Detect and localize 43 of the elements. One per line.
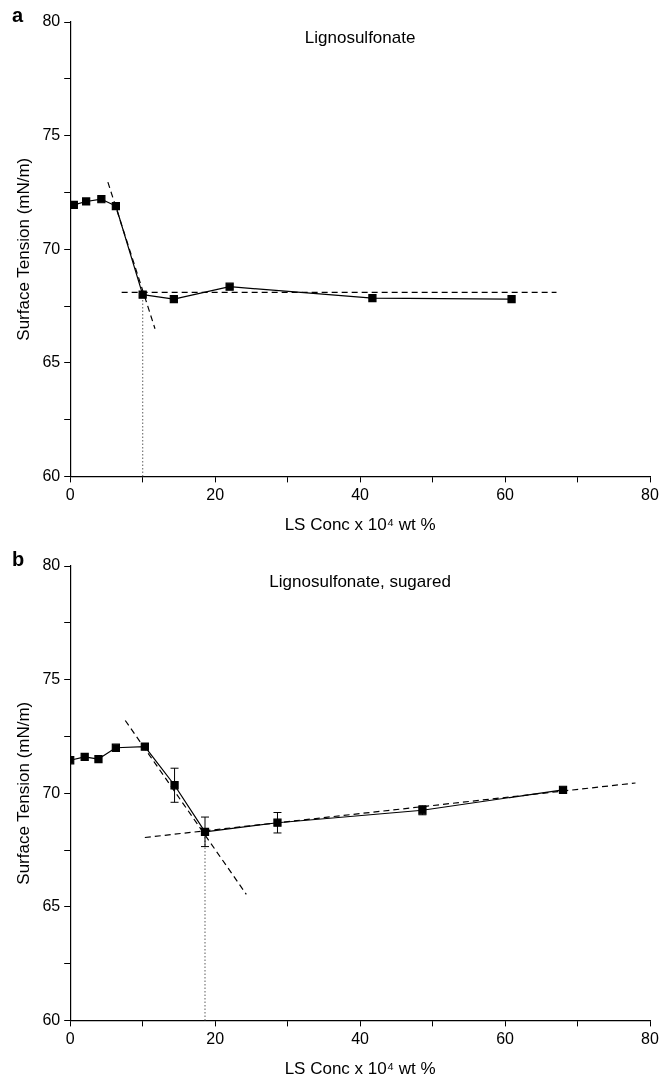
y-tick-label: 80 <box>42 556 61 574</box>
text: b <box>12 547 25 570</box>
x-tick-label: 80 <box>641 486 659 504</box>
x-tick-label: 0 <box>65 1030 75 1048</box>
point <box>273 818 282 827</box>
x-tick-label: 40 <box>351 1030 370 1048</box>
y-axis-title: Surface Tension (mN/m) <box>13 701 33 885</box>
x-tick-label: 0 <box>65 486 75 504</box>
chart-title: Lignosulfonate <box>304 28 416 48</box>
x-axis-title: LS Conc x 10⁴ wt % <box>284 515 436 535</box>
x-tick-label: 60 <box>496 1030 515 1048</box>
y-tick-label: 65 <box>42 353 61 371</box>
y-tick-label: 75 <box>42 126 61 144</box>
point <box>170 781 179 790</box>
x-tick-label: 80 <box>641 1030 659 1048</box>
point <box>225 282 234 291</box>
point <box>80 752 89 761</box>
y-axis-title: Surface Tension (mN/m) <box>13 157 33 341</box>
point <box>94 754 103 764</box>
x-tick-label: 40 <box>351 486 370 504</box>
y-tick-label: 80 <box>42 12 61 30</box>
point <box>97 195 106 204</box>
point <box>111 201 120 211</box>
point <box>82 197 91 206</box>
y-tick-label: 60 <box>42 466 61 484</box>
y-tick-label: 75 <box>42 670 61 688</box>
point <box>138 290 147 299</box>
x-tick-label: 20 <box>206 1030 225 1048</box>
y-tick-label: 60 <box>42 1010 61 1028</box>
y-tick-label: 70 <box>42 783 61 801</box>
point <box>140 742 149 751</box>
x-tick-label: 60 <box>496 486 515 504</box>
text: a <box>12 3 24 26</box>
y-tick-label: 65 <box>42 897 61 915</box>
point <box>169 295 178 304</box>
point <box>507 295 516 304</box>
point <box>368 293 377 303</box>
y-tick-label: 70 <box>42 239 61 257</box>
point <box>558 785 568 794</box>
x-tick-label: 20 <box>206 486 225 504</box>
x-axis-title: LS Conc x 10⁴ wt % <box>284 1059 436 1079</box>
chart-title: Lignosulfonate, sugared <box>269 572 451 592</box>
point <box>111 743 120 752</box>
